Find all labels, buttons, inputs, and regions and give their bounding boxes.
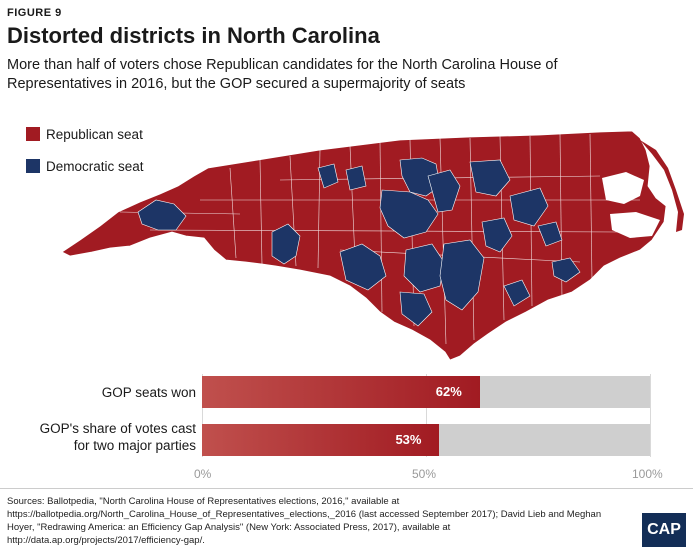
legend-label-democratic: Democratic seat bbox=[46, 158, 144, 174]
bar-label-seats: GOP seats won bbox=[101, 385, 196, 400]
tick-label-50: 50% bbox=[412, 467, 437, 481]
north-carolina-district-map bbox=[61, 130, 684, 361]
bar-track-votes: 53% bbox=[202, 424, 650, 456]
dem-district-wilmington bbox=[503, 279, 531, 307]
dem-district-pitt bbox=[537, 221, 563, 247]
dem-district-wake-east bbox=[427, 169, 461, 213]
bar-votes bbox=[202, 424, 440, 456]
page-subtitle: More than half of voters chose Republica… bbox=[7, 57, 558, 92]
figure-label: FIGURE 9 bbox=[7, 7, 62, 19]
bar-track-seats: 62% bbox=[202, 376, 650, 408]
legend-item-democratic: Democratic seat bbox=[26, 157, 144, 175]
dem-district-east bbox=[509, 187, 549, 227]
dem-district-asheville bbox=[137, 199, 187, 231]
legend-item-republican: Republican seat bbox=[26, 125, 144, 143]
gridline-0 bbox=[202, 374, 203, 457]
dem-district-sampson bbox=[399, 291, 433, 327]
gridline-50 bbox=[426, 374, 427, 457]
republican-swatch bbox=[26, 127, 40, 141]
dem-district-triad-1 bbox=[317, 163, 339, 189]
dem-district-sandhills bbox=[339, 243, 387, 291]
dem-district-charlotte bbox=[271, 223, 301, 265]
legend-label-republican: Republican seat bbox=[46, 126, 143, 142]
gridline-100 bbox=[650, 374, 651, 457]
dem-district-ne bbox=[469, 159, 511, 197]
dem-district-triad-2 bbox=[345, 165, 367, 191]
bar-label-votes-line2: for two major parties bbox=[73, 438, 196, 453]
cap-logo: CAP bbox=[642, 513, 686, 547]
bar-label-votes-line1: GOP's share of votes cast bbox=[39, 421, 196, 436]
tick-label-0: 0% bbox=[194, 467, 212, 481]
bar-value-votes: 53% bbox=[395, 432, 422, 447]
tick-label-100: 100% bbox=[632, 467, 663, 481]
footer-divider bbox=[0, 488, 693, 489]
map-legend: Republican seat Democratic seat bbox=[26, 125, 144, 189]
sources-text: Sources: Ballotpedia, "North Carolina Ho… bbox=[7, 496, 602, 546]
dem-district-craven bbox=[551, 257, 581, 283]
dem-district-goldsboro bbox=[481, 217, 513, 253]
dem-district-raleigh bbox=[379, 189, 439, 239]
bar-label-votes: GOP's share of votes cast for two major … bbox=[40, 420, 196, 454]
dem-district-fayetteville bbox=[403, 243, 445, 293]
dem-district-southeast bbox=[439, 239, 485, 311]
bar-seats bbox=[202, 376, 480, 408]
democratic-swatch bbox=[26, 159, 40, 173]
page-title: Distorted districts in North Carolina bbox=[7, 23, 380, 48]
bar-value-seats: 62% bbox=[435, 384, 462, 399]
